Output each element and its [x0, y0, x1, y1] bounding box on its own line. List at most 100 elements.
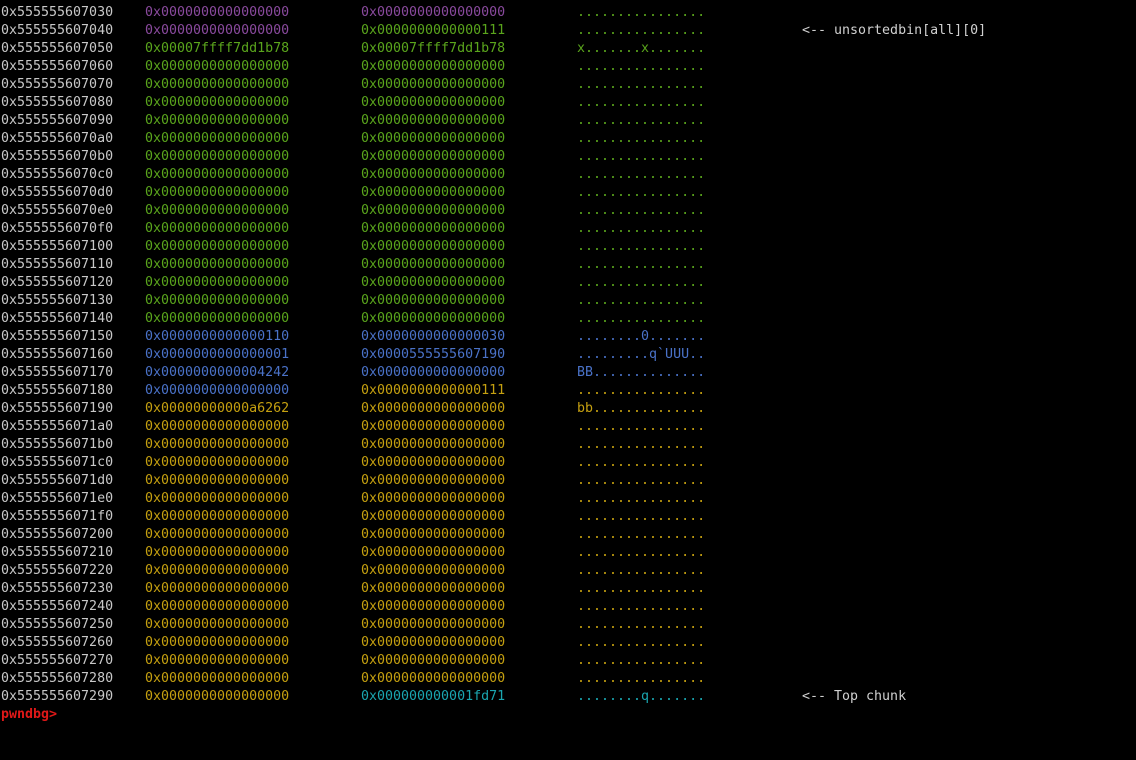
address-cell: 0x5555556071f0: [1, 509, 114, 524]
address-cell: 0x5555556070a0: [1, 131, 114, 146]
address-cell: 0x5555556071d0: [1, 473, 114, 488]
dump-row: 0x555555607130 0x0000000000000000 0x000000…: [0, 292, 1136, 310]
address-cell: 0x555555607210: [1, 545, 114, 560]
ascii-cell: ................: [577, 0, 705, 4]
address-cell: 0x5555556070f0: [1, 221, 114, 236]
qword-2-cell: 0x0000000000000000: [361, 509, 506, 524]
qword-1-cell: 0x0000000000000000: [145, 239, 290, 254]
address-cell: 0x555555607180: [1, 383, 114, 398]
ascii-cell: ................: [577, 509, 706, 524]
ascii-cell: ................: [577, 275, 706, 290]
qword-2-cell: 0x0000000000000000: [361, 167, 506, 182]
qword-2-cell: 0x0000000000000000: [361, 437, 506, 452]
address-cell: 0x555555607140: [1, 311, 114, 326]
ascii-cell: ................: [577, 635, 706, 650]
dump-row: 0x555555607070 0x0000000000000000 0x000000…: [0, 76, 1136, 94]
qword-1-cell: 0x0000000000000000: [145, 599, 290, 614]
qword-2-cell: 0x0000000000000111: [361, 23, 506, 38]
ascii-cell: ................: [577, 617, 706, 632]
annotation-cell: <-- unsortedbin[all][0]: [802, 23, 987, 38]
address-cell: 0x555555607070: [1, 77, 114, 92]
qword-1-cell: 0x0000000000000000: [145, 437, 290, 452]
dump-row: 0x555555607080 0x0000000000000000 0x000000…: [0, 94, 1136, 112]
address-cell: 0x5555556070e0: [1, 203, 114, 218]
address-cell: 0x555555607040: [1, 23, 114, 38]
address-cell: 0x5555556070d0: [1, 185, 114, 200]
qword-2-cell: 0x0000000000000000: [361, 131, 506, 146]
qword-1-cell: 0x0000000000000000: [145, 293, 290, 308]
address-cell: 0x555555607160: [1, 347, 114, 362]
qword-2-cell: 0x0000000000000000: [361, 419, 506, 434]
qword-1-cell: 0x0000000000000000: [145, 77, 290, 92]
qword-1-cell: 0x0000000000000000: [145, 491, 290, 506]
dump-row: 0x5555556070e0 0x0000000000000000 0x000000…: [0, 202, 1136, 220]
ascii-cell: ................: [577, 59, 706, 74]
ascii-cell: ................: [577, 311, 706, 326]
address-cell: 0x555555607020: [1, 0, 113, 4]
address-cell: 0x555555607120: [1, 275, 114, 290]
qword-1-cell: 0x0000000000000000: [145, 59, 290, 74]
dump-row: 0x555555607050 0x00007ffff7dd1b78 0x00007f…: [0, 40, 1136, 58]
dump-row: 0x555555607270 0x0000000000000000 0x000000…: [0, 652, 1136, 670]
qword-1-cell: 0x0000000000000000: [145, 653, 290, 668]
qword-1-cell: 0x0000000000000000: [145, 473, 290, 488]
qword-2-cell: 0x0000000000000000: [361, 113, 506, 128]
qword-2-cell: 0x0000000000000000: [361, 239, 506, 254]
qword-1-cell: 0x0000000000000000: [145, 527, 290, 542]
dump-row: 0x555555607060 0x0000000000000000 0x000000…: [0, 58, 1136, 76]
dump-row: 0x5555556070a0 0x0000000000000000 0x000000…: [0, 130, 1136, 148]
dump-row: 0x555555607090 0x0000000000000000 0x000000…: [0, 112, 1136, 130]
qword-2-cell: 0x0000000000000000: [361, 635, 506, 650]
qword-2-cell: 0x0000000000000000: [361, 455, 506, 470]
qword-1-cell: 0x0000000000000000: [145, 131, 290, 146]
qword-2-cell: 0x0000000000000000: [361, 653, 506, 668]
ascii-cell: ................: [577, 149, 706, 164]
dump-row: 0x555555607150 0x0000000000000110 0x000000…: [0, 328, 1136, 346]
ascii-cell: ................: [577, 383, 706, 398]
qword-2-cell: 0x0000000000000000: [361, 59, 506, 74]
ascii-cell: ................: [577, 113, 706, 128]
qword-2-cell: 0x0000000000000000: [361, 77, 506, 92]
ascii-cell: ................: [577, 653, 706, 668]
ascii-cell: ................: [577, 5, 706, 20]
qword-1-cell: 0x0000000000000000: [145, 221, 290, 236]
address-cell: 0x5555556070b0: [1, 149, 114, 164]
dump-row: 0x555555607250 0x0000000000000000 0x000000…: [0, 616, 1136, 634]
dump-row: 0x555555607220 0x0000000000000000 0x000000…: [0, 562, 1136, 580]
ascii-cell: ................: [577, 203, 706, 218]
ascii-cell: ................: [577, 545, 706, 560]
qword-1-cell: 0x0000000000000000: [145, 23, 290, 38]
ascii-cell: ................: [577, 95, 706, 110]
qword-2-cell: 0x0000000000000000: [361, 185, 506, 200]
dump-row: 0x5555556071c0 0x0000000000000000 0x000000…: [0, 454, 1136, 472]
qword-1-cell: 0x0000000000000000: [145, 419, 290, 434]
ascii-cell: bb..............: [577, 401, 706, 416]
dump-row: 0x555555607020 0x0000000000000000 0x000000…: [0, 0, 1136, 4]
dump-row: 0x555555607120 0x0000000000000000 0x000000…: [0, 274, 1136, 292]
prompt-line[interactable]: pwndbg>: [0, 706, 1136, 724]
qword-1-cell: 0x0000000000000000: [145, 149, 290, 164]
ascii-cell: BB..............: [577, 365, 706, 380]
ascii-cell: ................: [577, 599, 706, 614]
ascii-cell: ................: [577, 563, 706, 578]
dump-row: 0x5555556071d0 0x0000000000000000 0x000000…: [0, 472, 1136, 490]
qword-1-cell: 0x0000000000000000: [145, 671, 290, 686]
dump-row: 0x555555607200 0x0000000000000000 0x000000…: [0, 526, 1136, 544]
dump-row: 0x555555607140 0x0000000000000000 0x000000…: [0, 310, 1136, 328]
ascii-cell: .........q`UUU..: [577, 347, 706, 362]
ascii-cell: ................: [577, 671, 706, 686]
qword-1-cell: 0x0000000000000000: [145, 113, 290, 128]
address-cell: 0x555555607060: [1, 59, 114, 74]
address-cell: 0x555555607220: [1, 563, 114, 578]
address-cell: 0x555555607190: [1, 401, 114, 416]
address-cell: 0x5555556071c0: [1, 455, 114, 470]
address-cell: 0x555555607050: [1, 41, 114, 56]
ascii-cell: ................: [577, 491, 706, 506]
qword-2-cell: 0x0000000000000000: [361, 563, 506, 578]
dump-row: 0x555555607290 0x0000000000000000 0x000000…: [0, 688, 1136, 706]
qword-2-cell: 0x0000000000000000: [361, 491, 506, 506]
address-cell: 0x555555607240: [1, 599, 114, 614]
ascii-cell: ................: [577, 131, 706, 146]
qword-2-cell: 0x0000000000000000: [361, 671, 506, 686]
